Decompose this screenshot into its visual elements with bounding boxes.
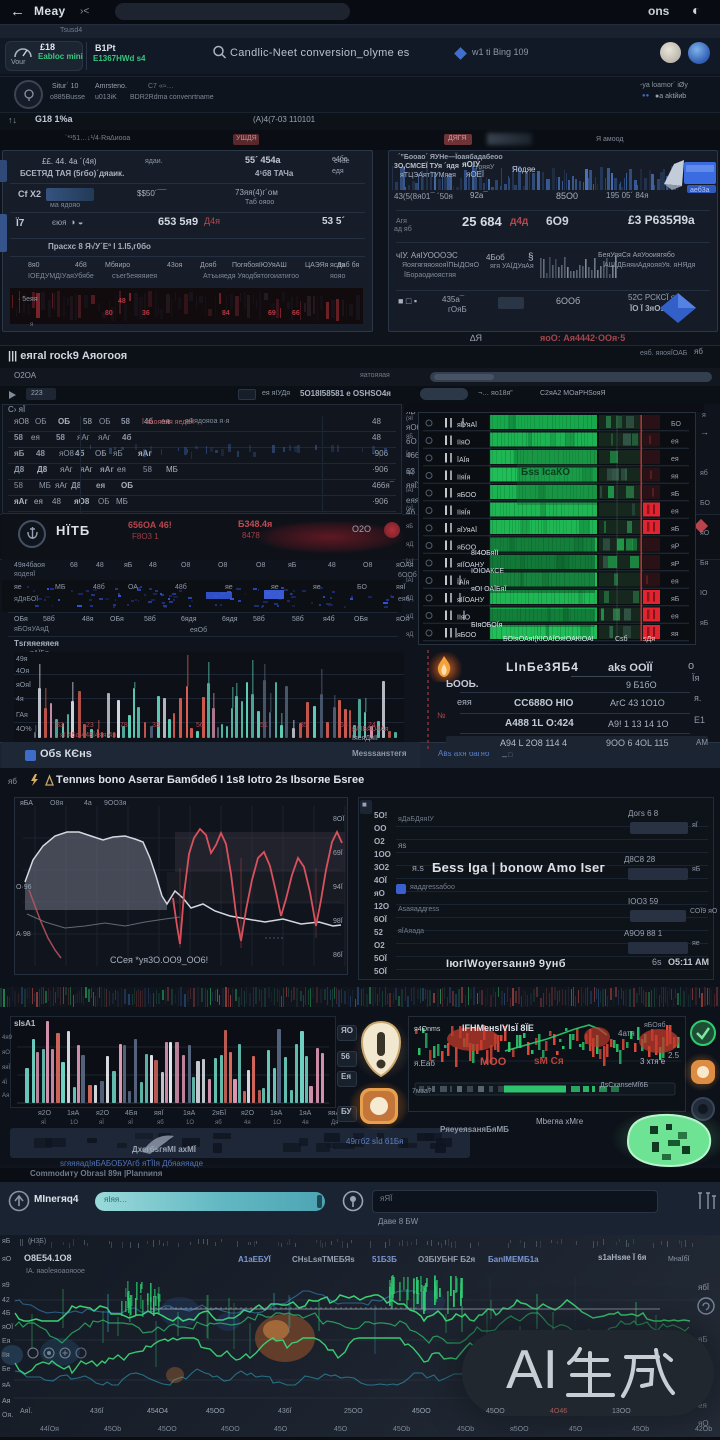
svg-text:яБОО: яБОО [457, 632, 477, 639]
svg-text:ІІяО: ІІяО [457, 440, 471, 447]
svg-text:яОІ ОАЇБяЇ: яОІ ОАЇБяЇ [471, 585, 506, 593]
svg-text:яя: яя [671, 631, 679, 638]
svg-text:ея: ея [671, 509, 679, 516]
svg-text:яБ: яБ [671, 491, 680, 498]
svg-text:Яодяе: Яодяе [512, 165, 536, 174]
svg-text:яБОО: яБОО [457, 492, 477, 499]
svg-text:ея: ея [671, 579, 679, 586]
svg-text:ІОІОАКСЕ: ІОІОАКСЕ [471, 568, 504, 575]
svg-text:ея: ея [671, 439, 679, 446]
svg-text:ІІяЇя: ІІяЇя [457, 509, 471, 517]
svg-text:8І4ОБяЇІ: 8І4ОБяЇІ [471, 549, 499, 557]
svg-text:яБОО: яБОО [457, 545, 477, 552]
svg-text:aеб3а: aеб3а [690, 186, 710, 194]
svg-text:БО: БО [671, 421, 682, 428]
svg-text:48: 48 [118, 298, 126, 305]
svg-text:ѕДя: ѕДя [643, 636, 655, 643]
svg-text:БОІяОАяІ(КІОАЇОяІОАКІОАІ: БОІяОАяІ(КІОАЇОяІОАКІОАІ [503, 635, 594, 643]
svg-text:80: 80 [105, 310, 113, 317]
svg-text:яІЇОАНУ: яІЇОАНУ [457, 596, 485, 604]
svg-text:яІЇОАНУ: яІЇОАНУ [457, 561, 485, 569]
svg-text:яБ: яБ [671, 526, 680, 533]
svg-text:Бѕѕ ІсаКО: Бѕѕ ІсаКО [521, 467, 570, 478]
svg-text:БІяОБОЇя: БІяОБОЇя [471, 621, 503, 629]
svg-text:ея: ея [671, 614, 679, 621]
svg-text:яЇУяАЇ: яЇУяАЇ [457, 421, 477, 429]
svg-text:ЇАЇя: ЇАЇя [457, 456, 470, 464]
svg-text:36: 36 [142, 310, 150, 317]
svg-text:ея: ея [671, 456, 679, 463]
svg-text:ЇАЇя: ЇАЇя [457, 579, 470, 587]
svg-text:66: 66 [292, 310, 300, 317]
svg-text:84: 84 [222, 310, 230, 317]
svg-text:69: 69 [268, 310, 276, 317]
svg-text:яБ: яБ [671, 596, 680, 603]
svg-text:ІІяО: ІІяО [457, 615, 471, 622]
svg-text:яP: яP [671, 544, 680, 551]
svg-text:Сѕб: Сѕб [615, 635, 628, 643]
svg-text:яя: яя [671, 474, 679, 481]
svg-text:яP: яP [671, 561, 680, 568]
svg-text:ІІяЇя: ІІяЇя [457, 474, 471, 482]
svg-text:яЇУяАЇ: яЇУяАЇ [457, 526, 477, 534]
